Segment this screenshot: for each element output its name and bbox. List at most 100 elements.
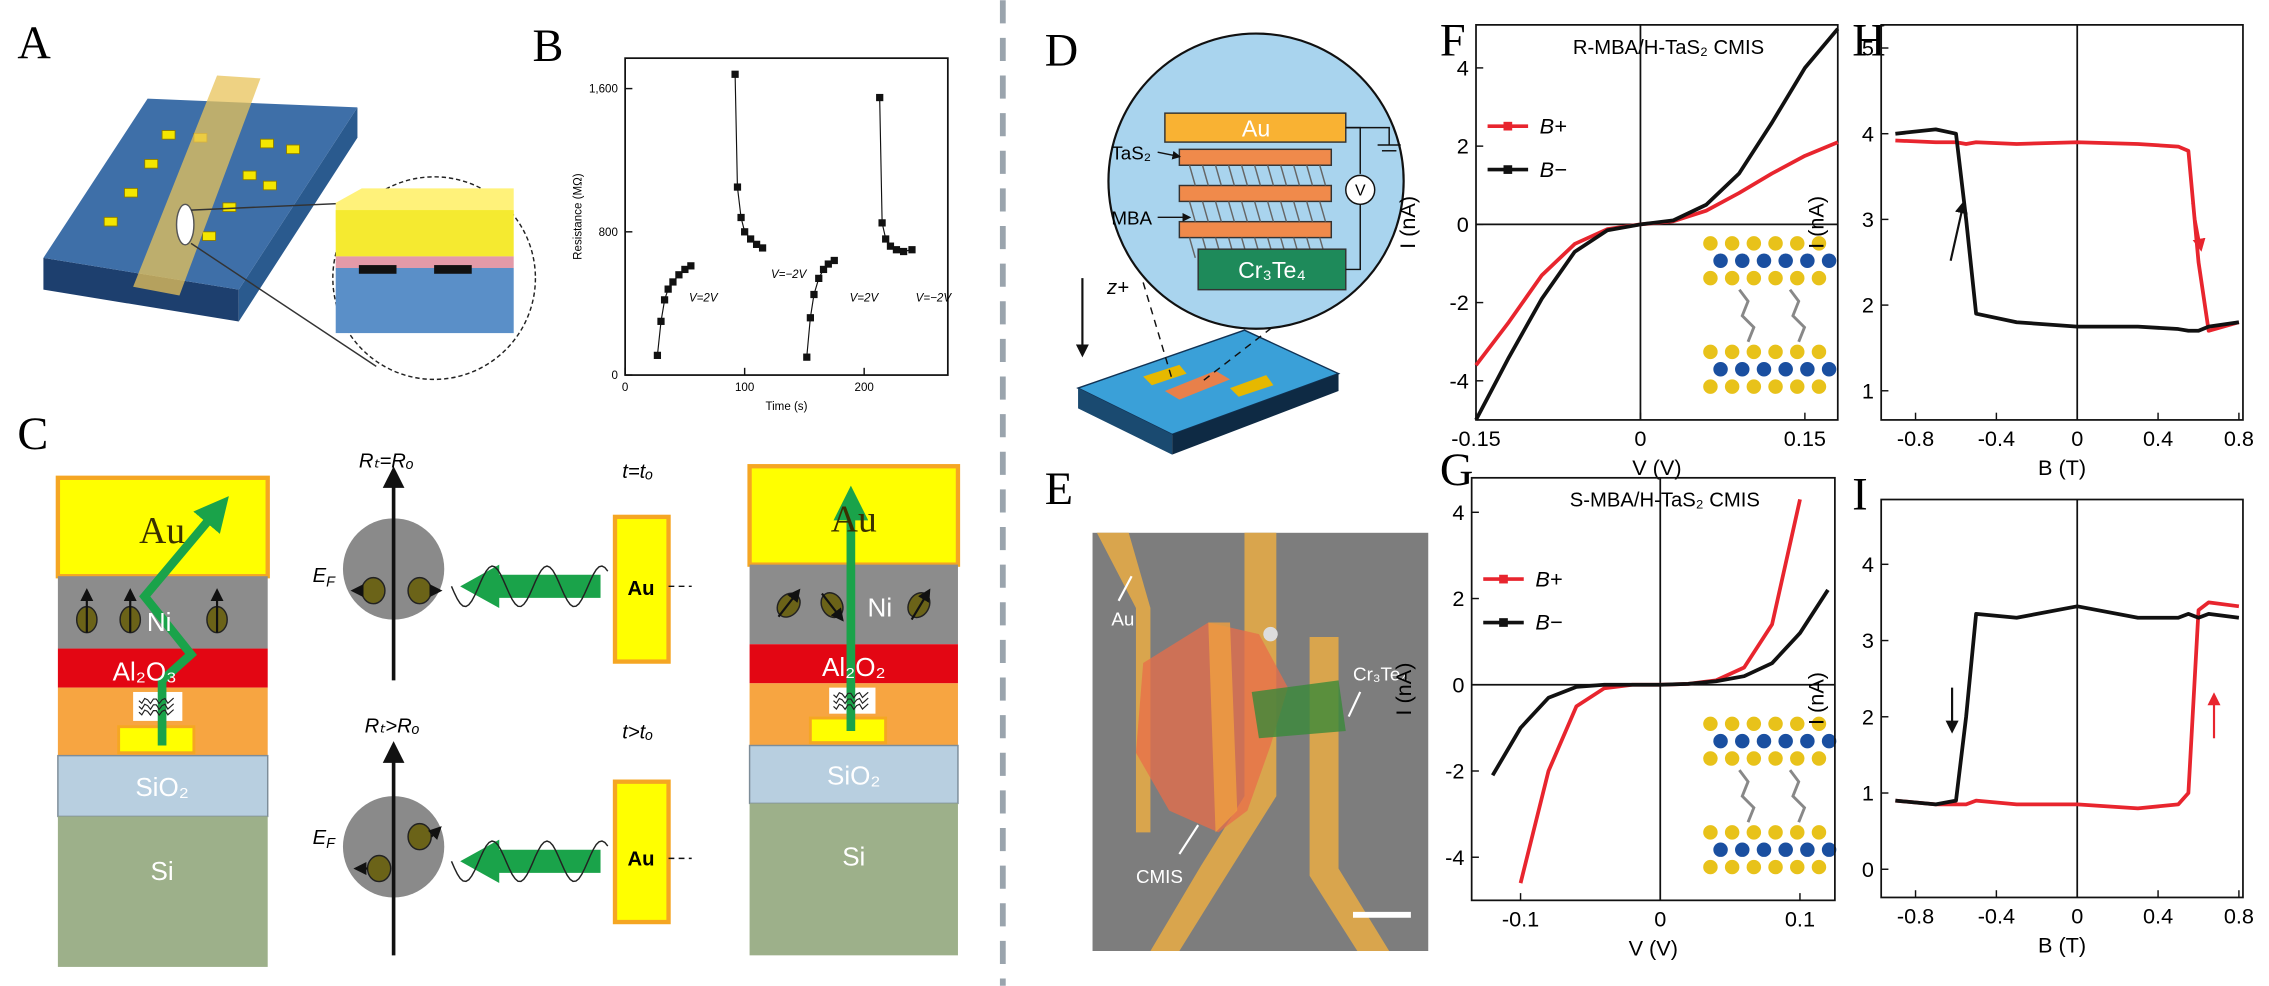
atom	[1768, 344, 1783, 360]
atom	[1768, 751, 1783, 766]
atom	[1703, 270, 1718, 286]
data-point	[741, 228, 749, 236]
panel-label: D	[1045, 25, 1078, 76]
x-tick-label: 0.4	[2143, 426, 2173, 451]
atom	[1778, 362, 1793, 377]
y-axis-label: I (nA)	[1803, 672, 1828, 725]
atom	[1790, 379, 1805, 394]
molecule	[1188, 201, 1196, 222]
atom	[1724, 859, 1740, 875]
atom	[1746, 825, 1762, 840]
atom	[1713, 842, 1728, 857]
atom	[1790, 236, 1805, 251]
atom	[1800, 842, 1815, 857]
molecule-squiggle	[833, 703, 869, 711]
x-tick-label: 200	[855, 382, 874, 394]
atom	[1703, 344, 1718, 360]
data-point	[731, 70, 739, 78]
molecule	[1188, 165, 1196, 186]
x-axis-label: V (V)	[1629, 935, 1678, 960]
atom	[1778, 842, 1793, 857]
panel-c-right-stack	[747, 464, 961, 956]
layer-label: Ni	[868, 593, 893, 623]
atom	[1713, 733, 1728, 749]
image-label: Cr₃Te₄	[1353, 663, 1408, 684]
plot-frame	[624, 57, 949, 376]
fermi-sub: F	[326, 836, 336, 852]
y-tick-label: 0	[1457, 212, 1469, 237]
data-point	[653, 351, 662, 359]
atom	[1713, 362, 1728, 377]
data-point	[819, 265, 828, 274]
atom	[1790, 344, 1805, 360]
atom	[1746, 859, 1762, 875]
y-tick-label: -2	[1449, 290, 1468, 315]
atom	[1724, 344, 1740, 360]
legend-marker	[1503, 121, 1513, 131]
molecule-insets	[1703, 236, 1837, 875]
molecule	[1253, 165, 1262, 186]
data-point	[657, 317, 665, 325]
atom	[1800, 362, 1815, 377]
atom	[1768, 236, 1783, 251]
molecule	[1306, 201, 1314, 222]
x-tick-label: 0	[622, 382, 628, 394]
y-tick-label: 5	[1862, 36, 1874, 61]
x-tick-label: -0.4	[1978, 426, 2015, 451]
atom	[1821, 253, 1837, 268]
panel-c-states	[342, 466, 692, 956]
atom	[1800, 253, 1815, 268]
y-tick-label: 0	[611, 370, 617, 382]
data-point	[660, 296, 669, 304]
data-point	[687, 262, 695, 270]
atom	[1746, 270, 1762, 286]
legend-label: B−	[1540, 157, 1567, 182]
panel-label: B	[533, 21, 564, 72]
layer-label: SiO₂	[135, 772, 189, 802]
atom	[1756, 362, 1772, 377]
y-tick-label: 2	[1452, 586, 1464, 611]
legend-marker	[1503, 165, 1513, 174]
data-point	[733, 183, 742, 191]
atom	[1703, 825, 1718, 840]
y-tick-label: 3	[1862, 628, 1874, 653]
atom	[1790, 859, 1805, 875]
panel-label: E	[1045, 464, 1073, 515]
chart: 0 1 2 3 4 -0.8 -0.4 0 0.4 0.8 B (T) I (nA)	[1803, 498, 2254, 957]
y-tick-label: 2	[1457, 134, 1469, 159]
molecule	[1201, 165, 1209, 186]
chart: -4 -2 0 2 4 -0.15 0 0.15 V (V) I (nA) R-MBA/H-TaS₂…	[1395, 24, 1840, 480]
panel-label: I	[1852, 470, 1867, 521]
atom	[1756, 842, 1772, 857]
layer-label: TaS₂	[1111, 142, 1151, 163]
atom	[1821, 842, 1837, 857]
legend-label: B+	[1535, 566, 1562, 591]
state-label: Rₜ>Rₒ	[365, 715, 420, 737]
atom	[1756, 733, 1772, 749]
atom	[1703, 859, 1718, 875]
data-point	[664, 285, 672, 293]
atom	[1811, 825, 1827, 840]
plot-frame	[1880, 498, 2244, 899]
atom	[1768, 825, 1783, 840]
legend-marker	[1499, 574, 1508, 584]
molecule	[1279, 201, 1288, 222]
y-tick-label: 0	[1862, 857, 1874, 882]
x-tick-label: -0.8	[1897, 904, 1934, 929]
data-point	[815, 274, 823, 282]
atom	[1746, 716, 1762, 732]
legend-label: B+	[1540, 113, 1567, 138]
molecule	[1240, 165, 1249, 186]
molecule	[1188, 237, 1196, 259]
y-tick-label: 2	[1862, 293, 1874, 318]
panel-label: H	[1852, 15, 1885, 66]
data-point	[806, 314, 815, 322]
atom	[1811, 859, 1827, 875]
molecule	[1214, 165, 1223, 186]
data-point	[747, 235, 755, 243]
annotation: V=−2V	[916, 292, 953, 304]
x-axis-label: Time (s)	[765, 401, 807, 413]
atom	[1790, 751, 1805, 766]
data-line	[1895, 127, 2240, 333]
